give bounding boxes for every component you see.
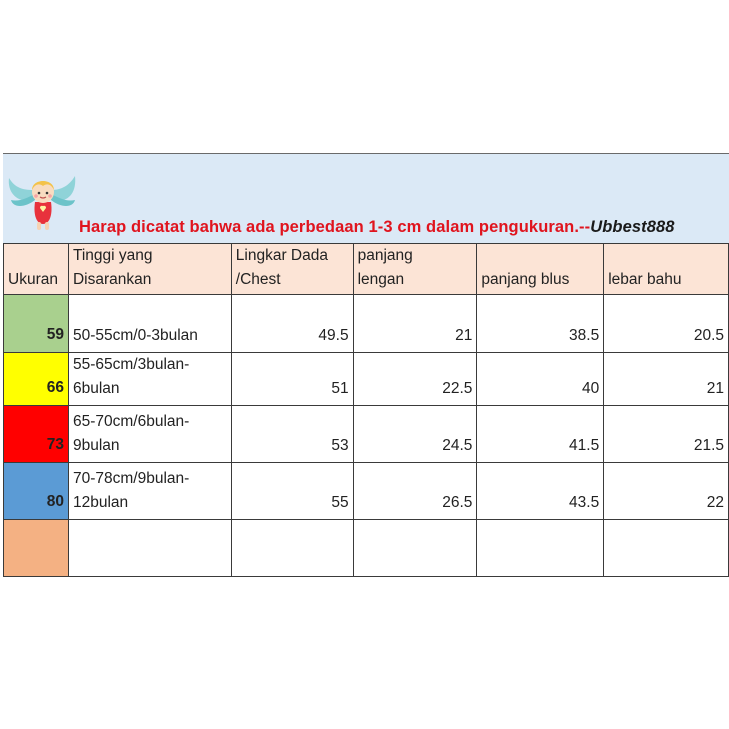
measurement-notice: Harap dicatat bahwa ada perbedaan 1-3 cm… — [79, 218, 675, 237]
chest-cell: 55 — [230, 462, 354, 520]
size-table: Ukuran Tinggi yang Disarankan Lingkar Dad… — [3, 243, 729, 577]
height-cell: 55-65cm/3bulan- 6bulan — [67, 352, 232, 406]
size-cell: 59 — [3, 294, 69, 353]
height-cell — [67, 519, 232, 577]
blouse-cell: 43.5 — [476, 462, 605, 520]
shoulder-cell: 22 — [603, 462, 729, 520]
height-cell: 50-55cm/0-3bulan — [67, 294, 232, 353]
chest-cell — [230, 519, 354, 577]
header-shoulder: lebar bahu — [603, 243, 729, 295]
header-height: Tinggi yang Disarankan — [67, 243, 232, 295]
table-row: 80 70-78cm/9bulan- 12bulan 55 26.5 43.5 2… — [3, 462, 729, 520]
table-row-empty — [3, 519, 729, 577]
angel-mascot-icon — [8, 176, 76, 230]
size-cell — [3, 519, 69, 577]
sleeve-cell: 26.5 — [352, 462, 478, 520]
chest-cell: 51 — [230, 352, 354, 406]
height-cell: 70-78cm/9bulan- 12bulan — [67, 462, 232, 520]
table-row: 59 50-55cm/0-3bulan 49.5 21 38.5 20.5 — [3, 294, 729, 353]
blouse-cell: 41.5 — [476, 405, 605, 463]
size-chart-sheet: Harap dicatat bahwa ada perbedaan 1-3 cm… — [3, 153, 729, 577]
notice-text: Harap dicatat bahwa ada perbedaan 1-3 cm… — [79, 218, 591, 236]
header-size: Ukuran — [3, 243, 69, 295]
blouse-cell: 38.5 — [476, 294, 605, 353]
header-blouse: panjang blus — [476, 243, 605, 295]
shoulder-cell: 21.5 — [603, 405, 729, 463]
notice-banner: Harap dicatat bahwa ada perbedaan 1-3 cm… — [3, 153, 729, 243]
size-cell: 73 — [3, 405, 69, 463]
blouse-cell — [476, 519, 605, 577]
shoulder-cell — [603, 519, 729, 577]
size-cell: 66 — [3, 352, 69, 406]
size-cell: 80 — [3, 462, 69, 520]
brand-name: Ubbest888 — [590, 218, 675, 236]
height-cell: 65-70cm/6bulan- 9bulan — [67, 405, 232, 463]
sleeve-cell: 22.5 — [352, 352, 478, 406]
shoulder-cell: 21 — [603, 352, 729, 406]
table-header-row: Ukuran Tinggi yang Disarankan Lingkar Dad… — [3, 243, 729, 295]
sleeve-cell: 21 — [352, 294, 478, 353]
table-row: 66 55-65cm/3bulan- 6bulan 51 22.5 40 21 — [3, 352, 729, 406]
chest-cell: 53 — [230, 405, 354, 463]
sleeve-cell: 24.5 — [352, 405, 478, 463]
chest-cell: 49.5 — [230, 294, 354, 353]
blouse-cell: 40 — [476, 352, 605, 406]
header-chest: Lingkar Dada/Chest — [230, 243, 354, 295]
table-row: 73 65-70cm/6bulan- 9bulan 53 24.5 41.5 21… — [3, 405, 729, 463]
header-sleeve: panjang lengan — [352, 243, 478, 295]
shoulder-cell: 20.5 — [603, 294, 729, 353]
sleeve-cell — [352, 519, 478, 577]
